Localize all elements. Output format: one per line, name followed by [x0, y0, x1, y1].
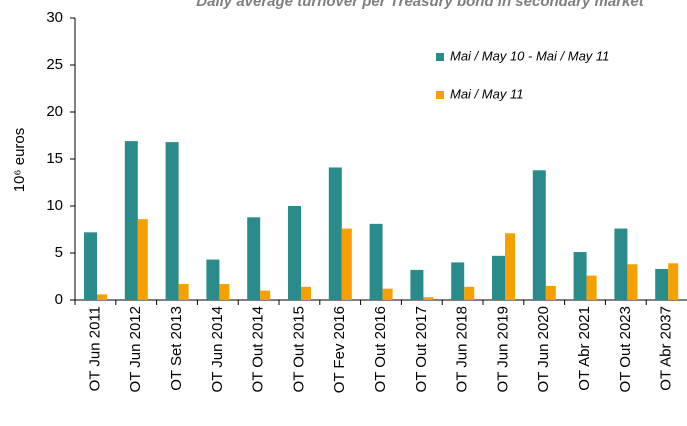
- bar: [423, 297, 434, 300]
- bar: [97, 294, 107, 300]
- bar: [505, 233, 515, 300]
- bar: [341, 228, 352, 300]
- bar: [545, 285, 556, 300]
- bar: [655, 268, 669, 300]
- bar: [219, 284, 230, 300]
- x-tick-label: OT Set 2013: [168, 306, 185, 391]
- bar: [492, 255, 505, 300]
- bar: [627, 264, 638, 300]
- y-tick-label: 15: [46, 150, 63, 167]
- bar: [84, 232, 97, 300]
- bar: [451, 262, 465, 300]
- bar: [532, 170, 546, 300]
- bar: [573, 252, 587, 300]
- bar: [124, 141, 138, 300]
- y-axis-label: 10⁶ euros: [11, 128, 28, 193]
- x-tick-label: OT Jun 2018: [454, 306, 471, 392]
- x-tick-label: OT Out 2016: [372, 306, 389, 392]
- bar: [260, 290, 271, 300]
- y-tick-label: 0: [55, 291, 63, 308]
- bar: [206, 259, 220, 300]
- x-tick-label: OT Out 2015: [290, 306, 307, 392]
- x-tick-label: OT Jun 2011: [86, 306, 103, 391]
- y-tick-label: 5: [55, 244, 63, 261]
- x-tick-label: OT Jun 2019: [494, 306, 511, 392]
- bar: [464, 286, 475, 300]
- y-tick-label: 10: [46, 197, 63, 214]
- legend-label: Mai / May 10 - Mai / May 11: [450, 48, 609, 63]
- bar: [369, 223, 383, 300]
- bar: [288, 206, 301, 300]
- x-tick-label: OT Jun 2014: [209, 306, 226, 392]
- legend-label: Mai / May 11: [450, 86, 523, 101]
- bar: [247, 217, 261, 300]
- y-tick-label: 25: [46, 56, 63, 73]
- legend-swatch: [436, 91, 444, 99]
- bar: [382, 288, 393, 300]
- y-tick-label: 20: [46, 103, 63, 120]
- bar: [614, 228, 628, 300]
- x-tick-label: OT Abr 2037: [658, 306, 675, 391]
- x-tick-label: OT Jun 2012: [127, 306, 144, 392]
- x-tick-label: OT Out 2014: [250, 306, 267, 392]
- bar: [586, 275, 597, 300]
- bar: [137, 219, 148, 300]
- bar: [301, 286, 311, 300]
- bar: [165, 142, 179, 300]
- x-tick-label: OT Jun 2020: [535, 306, 552, 392]
- bar: [410, 269, 424, 300]
- x-tick-label: OT Abr 2021: [576, 306, 593, 391]
- chart-title: Daily average turnover per Treasury bond…: [196, 0, 644, 10]
- bar: [668, 263, 679, 300]
- x-tick-label: OT Out 2023: [617, 306, 634, 392]
- legend-swatch: [436, 53, 444, 61]
- bar: [328, 167, 342, 300]
- x-tick-label: OT Out 2017: [413, 306, 430, 392]
- x-tick-label: OT Fev 2016: [331, 306, 348, 393]
- y-tick-label: 30: [46, 9, 63, 26]
- bar: [178, 284, 189, 300]
